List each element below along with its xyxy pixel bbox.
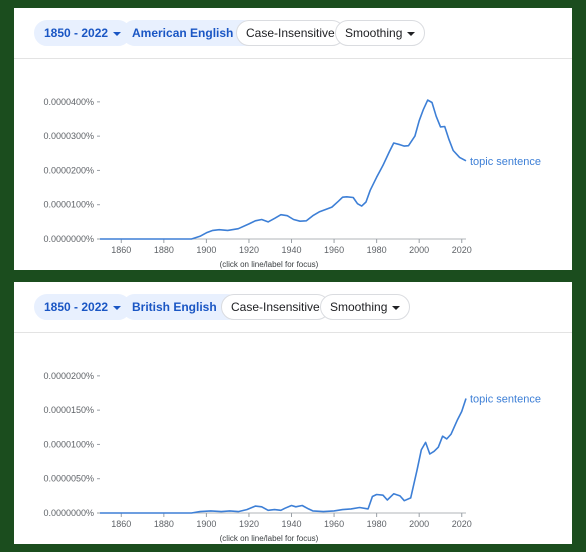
smoothing-label: Smoothing bbox=[345, 26, 403, 40]
date-range-label: 1850 - 2022 bbox=[44, 300, 109, 314]
y-tick-label: 0.0000100% bbox=[43, 200, 94, 210]
date-range-label: 1850 - 2022 bbox=[44, 26, 109, 40]
x-tick-label: 1920 bbox=[239, 245, 259, 255]
corpus-dropdown[interactable]: British English bbox=[122, 294, 240, 320]
series-label-topic-sentence[interactable]: topic sentence bbox=[470, 156, 541, 168]
y-tick-label: 0.0000400% bbox=[43, 97, 94, 107]
date-range-dropdown[interactable]: 1850 - 2022 bbox=[34, 20, 132, 46]
x-tick-label: 1960 bbox=[324, 519, 344, 529]
focus-hint: (click on line/label for focus) bbox=[220, 534, 319, 543]
x-tick-label: 2000 bbox=[409, 519, 429, 529]
x-tick-label: 1880 bbox=[154, 519, 174, 529]
x-tick-label: 2000 bbox=[409, 245, 429, 255]
ngram-panel-british: 1850 - 2022 British English Case-Insensi… bbox=[14, 282, 572, 544]
filter-toolbar: 1850 - 2022 American English Case-Insens… bbox=[14, 8, 572, 58]
smoothing-label: Smoothing bbox=[330, 300, 388, 314]
chevron-down-icon bbox=[113, 31, 122, 36]
chevron-down-icon bbox=[392, 305, 401, 310]
y-tick-label: 0.0000050% bbox=[43, 474, 94, 484]
series-label-topic-sentence[interactable]: topic sentence bbox=[470, 393, 541, 405]
x-tick-label: 1900 bbox=[196, 519, 216, 529]
y-tick-label: 0.0000000% bbox=[43, 234, 94, 244]
date-range-dropdown[interactable]: 1850 - 2022 bbox=[34, 294, 132, 320]
x-tick-label: 2020 bbox=[452, 519, 472, 529]
x-tick-label: 1980 bbox=[367, 245, 387, 255]
line-chart: 0.0000000% 0.0000100% 0.0000200% 0.0000300%… bbox=[43, 97, 541, 269]
y-tick-label: 0.0000000% bbox=[43, 508, 94, 518]
corpus-label: British English bbox=[132, 300, 217, 314]
x-tick-label: 1860 bbox=[111, 245, 131, 255]
x-tick-label: 1940 bbox=[281, 245, 301, 255]
case-label: Case-Insensitive bbox=[246, 26, 335, 40]
smoothing-dropdown[interactable]: Smoothing bbox=[320, 294, 411, 320]
series-line-topic-sentence[interactable] bbox=[100, 398, 467, 514]
chevron-down-icon bbox=[407, 31, 416, 36]
smoothing-dropdown[interactable]: Smoothing bbox=[335, 20, 426, 46]
x-tick-label: 1940 bbox=[281, 519, 301, 529]
x-tick-label: 2020 bbox=[452, 245, 472, 255]
y-tick-label: 0.0000300% bbox=[43, 131, 94, 141]
y-tick-label: 0.0000200% bbox=[43, 371, 94, 381]
ngram-panel-american: 1850 - 2022 American English Case-Insens… bbox=[14, 8, 572, 270]
case-insensitive-toggle[interactable]: Case-Insensitive bbox=[236, 20, 345, 46]
x-tick-label: 1920 bbox=[239, 519, 259, 529]
corpus-label: American English bbox=[132, 26, 234, 40]
case-insensitive-toggle[interactable]: Case-Insensitive bbox=[221, 294, 330, 320]
focus-hint: (click on line/label for focus) bbox=[220, 260, 319, 269]
x-tick-label: 1860 bbox=[111, 519, 131, 529]
y-tick-label: 0.0000200% bbox=[43, 165, 94, 175]
filter-toolbar: 1850 - 2022 British English Case-Insensi… bbox=[14, 282, 572, 332]
corpus-dropdown[interactable]: American English bbox=[122, 20, 257, 46]
y-tick-label: 0.0000150% bbox=[43, 405, 94, 415]
x-tick-label: 1880 bbox=[154, 245, 174, 255]
line-chart: 0.0000000% 0.0000050% 0.0000100% 0.0000150%… bbox=[43, 371, 541, 543]
series-line-topic-sentence[interactable] bbox=[100, 99, 467, 240]
case-label: Case-Insensitive bbox=[231, 300, 320, 314]
chart-area: 0.0000000% 0.0000050% 0.0000100% 0.0000150%… bbox=[14, 332, 572, 544]
x-tick-label: 1980 bbox=[367, 519, 387, 529]
y-tick-label: 0.0000100% bbox=[43, 439, 94, 449]
x-tick-label: 1960 bbox=[324, 245, 344, 255]
x-tick-label: 1900 bbox=[196, 245, 216, 255]
chart-area: 0.0000000% 0.0000100% 0.0000200% 0.0000300%… bbox=[14, 58, 572, 270]
chevron-down-icon bbox=[113, 305, 122, 310]
